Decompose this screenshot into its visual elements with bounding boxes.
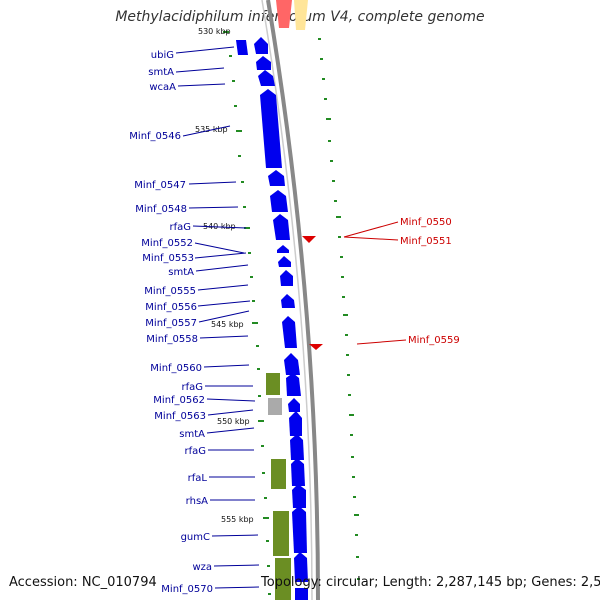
tick-marks-outer	[318, 38, 360, 580]
cds-Minf_0560	[284, 353, 300, 375]
gene-label-Minf_0548[interactable]: Minf_0548	[135, 204, 187, 215]
gene-label-rfaG-2[interactable]: rfaG	[181, 382, 203, 393]
gene-label-Minf_0570[interactable]: Minf_0570	[161, 584, 213, 595]
cds-rfaL	[291, 458, 305, 486]
cds-smtA	[256, 56, 271, 70]
gene-label-Minf_0563[interactable]: Minf_0563	[154, 411, 206, 422]
gene-label-Minf_0550[interactable]: Minf_0550	[400, 217, 452, 228]
cds-gumC	[292, 506, 307, 553]
feature-olive-4	[275, 558, 291, 600]
feature-olive-1	[266, 373, 280, 395]
cds-features	[236, 37, 308, 600]
rna-features	[266, 373, 291, 600]
gene-label-Minf_0553[interactable]: Minf_0553	[142, 253, 194, 264]
cds-rfaG-2	[286, 373, 301, 396]
gene-label-smtA-3[interactable]: smtA	[179, 429, 205, 440]
topology-info: Topology: circular; Length: 2,287,145 bp…	[261, 575, 600, 590]
gene-label-wcaA[interactable]: wcaA	[149, 82, 176, 93]
gene-label-Minf_0555[interactable]: Minf_0555	[144, 286, 196, 297]
cds-Minf_0552	[277, 245, 289, 253]
scale-label-555: 555 kbp	[221, 515, 254, 524]
gene-label-Minf_0552[interactable]: Minf_0552	[141, 238, 193, 249]
backbone-inner	[261, 0, 313, 600]
cds-Minf_0570	[295, 588, 308, 600]
gene-label-Minf_0562[interactable]: Minf_0562	[153, 395, 205, 406]
gene-label-Minf_0559[interactable]: Minf_0559	[408, 335, 460, 346]
gene-label-gumC[interactable]: gumC	[181, 532, 210, 543]
cds-rfaG-3	[290, 434, 304, 460]
gene-label-Minf_0557[interactable]: Minf_0557	[145, 318, 197, 329]
cds-wcaA	[258, 70, 275, 86]
gene-label-rfaG-3[interactable]: rfaG	[184, 446, 206, 457]
cds-Minf_0547	[268, 170, 285, 186]
gene-label-Minf_0547[interactable]: Minf_0547	[134, 180, 186, 191]
feature-olive-2	[271, 459, 286, 489]
scale-label-530: 530 kbp	[198, 27, 231, 36]
cds-Minf_0557	[282, 316, 297, 348]
gene-label-Minf_0556[interactable]: Minf_0556	[145, 302, 197, 313]
gene-label-smtA-2[interactable]: smtA	[168, 267, 194, 278]
feature-red-top	[276, 0, 292, 28]
scale-label-545: 545 kbp	[211, 320, 244, 329]
cds-ubiG-1	[236, 40, 248, 55]
right-labels: Minf_0550 Minf_0551 Minf_0559	[400, 217, 460, 346]
cds-smtA-3	[289, 411, 302, 436]
gene-label-rfaL[interactable]: rfaL	[188, 473, 208, 484]
tick-marks-inner	[223, 31, 271, 595]
cds-ubiG-2	[254, 37, 268, 54]
gene-label-ubiG[interactable]: ubiG	[151, 50, 174, 61]
cds-Minf_0553	[278, 256, 291, 267]
feature-olive-3	[273, 511, 289, 556]
gene-label-Minf_0551[interactable]: Minf_0551	[400, 236, 452, 247]
accession-info: Accession: NC_010794	[9, 575, 157, 590]
marker-Minf_0559	[309, 344, 323, 350]
right-label-lines	[343, 221, 407, 345]
scale-label-550: 550 kbp	[217, 417, 250, 426]
cds-rhsA	[292, 484, 306, 508]
gene-label-Minf_0546[interactable]: Minf_0546	[129, 131, 181, 142]
gene-label-rhsA[interactable]: rhsA	[186, 496, 208, 507]
gene-label-Minf_0558[interactable]: Minf_0558	[146, 334, 198, 345]
cds-Minf_0562	[288, 398, 300, 412]
cds-Minf_0546	[260, 89, 282, 168]
cds-Minf_0555	[281, 294, 295, 308]
feature-pseudo	[268, 398, 282, 415]
gene-label-Minf_0560[interactable]: Minf_0560	[150, 363, 202, 374]
feature-yellow-top	[294, 0, 308, 30]
left-label-lines	[175, 46, 260, 589]
cds-Minf_0548	[270, 190, 288, 212]
gene-label-rfaG[interactable]: rfaG	[169, 222, 191, 233]
cds-wza	[294, 552, 308, 582]
gene-label-smtA[interactable]: smtA	[148, 67, 174, 78]
gene-label-wza[interactable]: wza	[192, 562, 212, 573]
backbone-outer	[266, 0, 320, 600]
cds-smtA-2	[280, 270, 293, 286]
left-labels: ubiG smtA wcaA Minf_0546 Minf_0547 Minf_…	[129, 50, 213, 595]
marker-Minf_0550	[302, 236, 316, 243]
cds-rfaG	[273, 214, 290, 240]
